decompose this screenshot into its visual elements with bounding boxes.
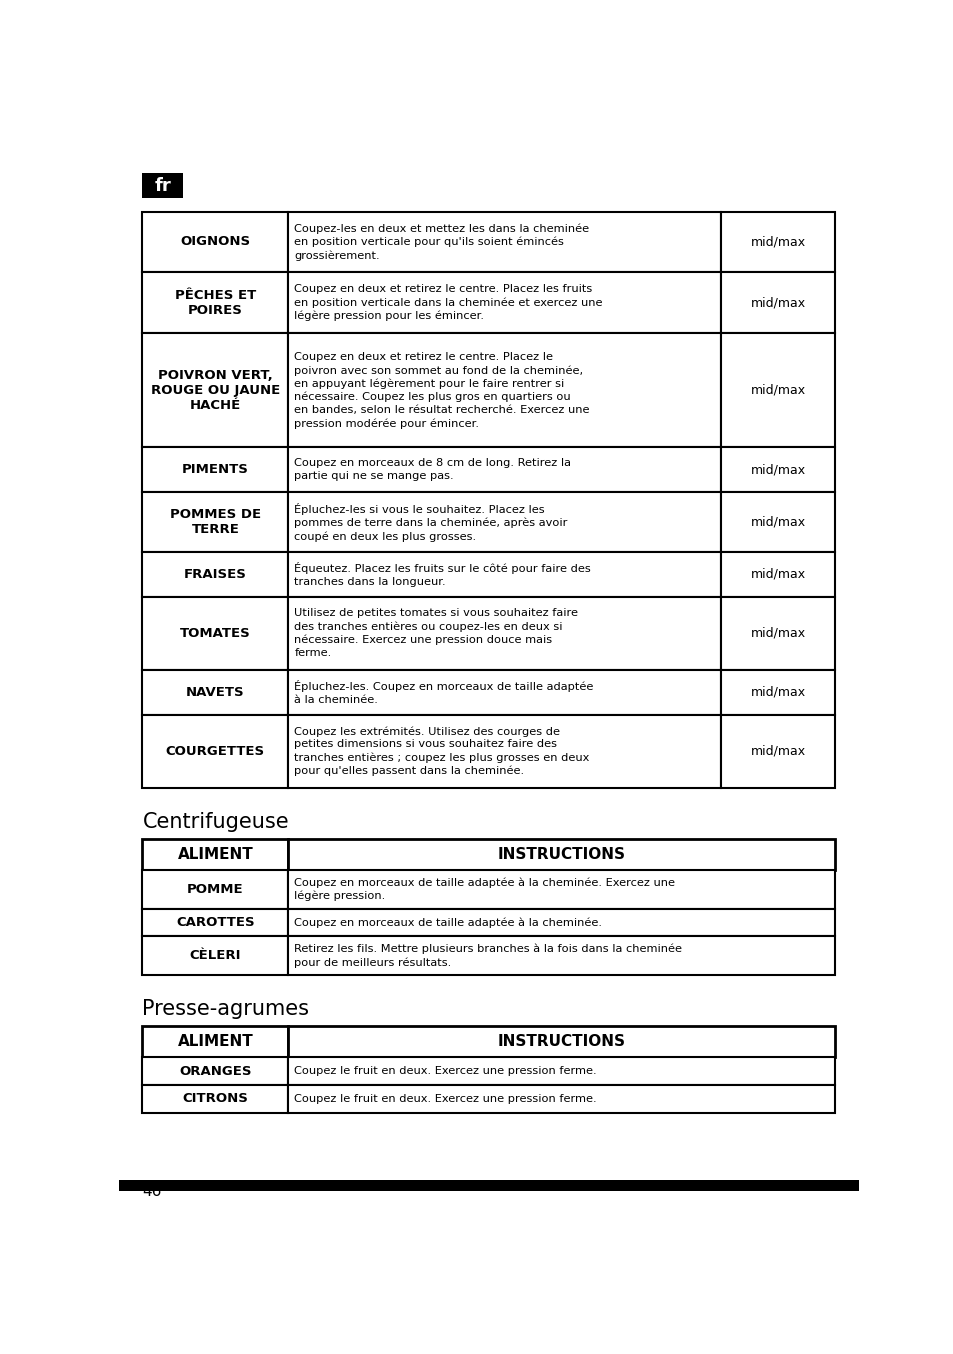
- Bar: [720, 552, 835, 597]
- Bar: [142, 333, 288, 447]
- Bar: [142, 447, 288, 492]
- Text: PÊCHES ET
POIRES: PÊCHES ET POIRES: [174, 288, 255, 317]
- Text: ALIMENT: ALIMENT: [177, 1034, 253, 1049]
- Text: POIVRON VERT,
ROUGE OU JAUNE
HACHÉ: POIVRON VERT, ROUGE OU JAUNE HACHÉ: [151, 368, 279, 412]
- Text: TOMATES: TOMATES: [180, 627, 251, 640]
- Bar: [142, 272, 288, 333]
- Text: Épluchez-les si vous le souhaitez. Placez les
pommes de terre dans la cheminée, : Épluchez-les si vous le souhaitez. Place…: [294, 502, 567, 542]
- Bar: [142, 715, 288, 788]
- Text: mid/max: mid/max: [750, 297, 804, 309]
- Bar: [142, 1026, 288, 1057]
- Text: Coupez le fruit en deux. Exercez une pression ferme.: Coupez le fruit en deux. Exercez une pre…: [294, 1066, 597, 1076]
- Bar: [288, 715, 720, 788]
- Bar: [142, 1057, 288, 1085]
- Bar: [288, 1026, 835, 1057]
- Bar: [288, 211, 720, 272]
- Text: CÈLERI: CÈLERI: [190, 949, 241, 963]
- Text: Coupez les extrémités. Utilisez des courges de
petites dimensions si vous souhai: Coupez les extrémités. Utilisez des cour…: [294, 726, 589, 776]
- Text: mid/max: mid/max: [750, 627, 804, 640]
- Bar: [142, 173, 183, 198]
- Bar: [288, 670, 720, 715]
- Text: Épluchez-les. Coupez en morceaux de taille adaptée
à la cheminée.: Épluchez-les. Coupez en morceaux de tail…: [294, 680, 593, 704]
- Text: Coupez-les en deux et mettez les dans la cheminée
en position verticale pour qu': Coupez-les en deux et mettez les dans la…: [294, 223, 589, 260]
- Text: INSTRUCTIONS: INSTRUCTIONS: [497, 1034, 625, 1049]
- Bar: [288, 552, 720, 597]
- Text: COURGETTES: COURGETTES: [166, 745, 265, 758]
- Text: Retirez les fils. Mettre plusieurs branches à la fois dans la cheminée
pour de m: Retirez les fils. Mettre plusieurs branc…: [294, 944, 681, 968]
- Bar: [720, 670, 835, 715]
- Text: Coupez en morceaux de taille adaptée à la cheminée.: Coupez en morceaux de taille adaptée à l…: [294, 917, 601, 927]
- Text: Coupez le fruit en deux. Exercez une pression ferme.: Coupez le fruit en deux. Exercez une pre…: [294, 1094, 597, 1104]
- Bar: [119, 1181, 858, 1192]
- Text: NAVETS: NAVETS: [186, 685, 244, 699]
- Bar: [142, 839, 288, 871]
- Bar: [720, 597, 835, 670]
- Bar: [288, 937, 835, 975]
- Text: POMME: POMME: [187, 883, 243, 896]
- Text: CAROTTES: CAROTTES: [176, 915, 254, 929]
- Bar: [142, 670, 288, 715]
- Bar: [288, 447, 720, 492]
- Text: OIGNONS: OIGNONS: [180, 236, 250, 248]
- Text: mid/max: mid/max: [750, 463, 804, 477]
- Text: Coupez en morceaux de 8 cm de long. Retirez la
partie qui ne se mange pas.: Coupez en morceaux de 8 cm de long. Reti…: [294, 458, 571, 481]
- Bar: [720, 492, 835, 552]
- Bar: [142, 1085, 288, 1113]
- Text: CITRONS: CITRONS: [182, 1093, 248, 1105]
- Text: mid/max: mid/max: [750, 745, 804, 758]
- Text: Centrifugeuse: Centrifugeuse: [142, 812, 289, 833]
- Text: FRAISES: FRAISES: [184, 567, 247, 581]
- Bar: [288, 1085, 835, 1113]
- Bar: [288, 597, 720, 670]
- Bar: [142, 937, 288, 975]
- Text: INSTRUCTIONS: INSTRUCTIONS: [497, 848, 625, 862]
- Bar: [288, 492, 720, 552]
- Bar: [142, 909, 288, 937]
- Bar: [288, 1057, 835, 1085]
- Text: mid/max: mid/max: [750, 385, 804, 397]
- Bar: [720, 447, 835, 492]
- Text: fr: fr: [154, 176, 171, 195]
- Bar: [720, 272, 835, 333]
- Bar: [288, 333, 720, 447]
- Bar: [720, 211, 835, 272]
- Text: PIMENTS: PIMENTS: [182, 463, 249, 477]
- Text: Équeutez. Placez les fruits sur le côté pour faire des
tranches dans la longueur: Équeutez. Placez les fruits sur le côté …: [294, 562, 591, 586]
- Text: mid/max: mid/max: [750, 685, 804, 699]
- Bar: [720, 333, 835, 447]
- Text: POMMES DE
TERRE: POMMES DE TERRE: [170, 508, 260, 536]
- Text: mid/max: mid/max: [750, 567, 804, 581]
- Bar: [720, 715, 835, 788]
- Text: 46: 46: [142, 1183, 162, 1198]
- Bar: [288, 909, 835, 937]
- Text: ORANGES: ORANGES: [179, 1064, 252, 1078]
- Text: Presse-agrumes: Presse-agrumes: [142, 999, 309, 1020]
- Bar: [142, 597, 288, 670]
- Text: mid/max: mid/max: [750, 516, 804, 528]
- Bar: [288, 871, 835, 909]
- Text: Coupez en morceaux de taille adaptée à la cheminée. Exercez une
légère pression.: Coupez en morceaux de taille adaptée à l…: [294, 877, 675, 902]
- Text: Utilisez de petites tomates si vous souhaitez faire
des tranches entières ou cou: Utilisez de petites tomates si vous souh…: [294, 608, 578, 658]
- Bar: [142, 492, 288, 552]
- Text: ALIMENT: ALIMENT: [177, 848, 253, 862]
- Bar: [142, 552, 288, 597]
- Text: mid/max: mid/max: [750, 236, 804, 248]
- Text: Coupez en deux et retirez le centre. Placez les fruits
en position verticale dan: Coupez en deux et retirez le centre. Pla…: [294, 284, 602, 321]
- Bar: [288, 839, 835, 871]
- Bar: [142, 871, 288, 909]
- Bar: [142, 211, 288, 272]
- Text: Coupez en deux et retirez le centre. Placez le
poivron avec son sommet au fond d: Coupez en deux et retirez le centre. Pla…: [294, 352, 589, 429]
- Bar: [288, 272, 720, 333]
